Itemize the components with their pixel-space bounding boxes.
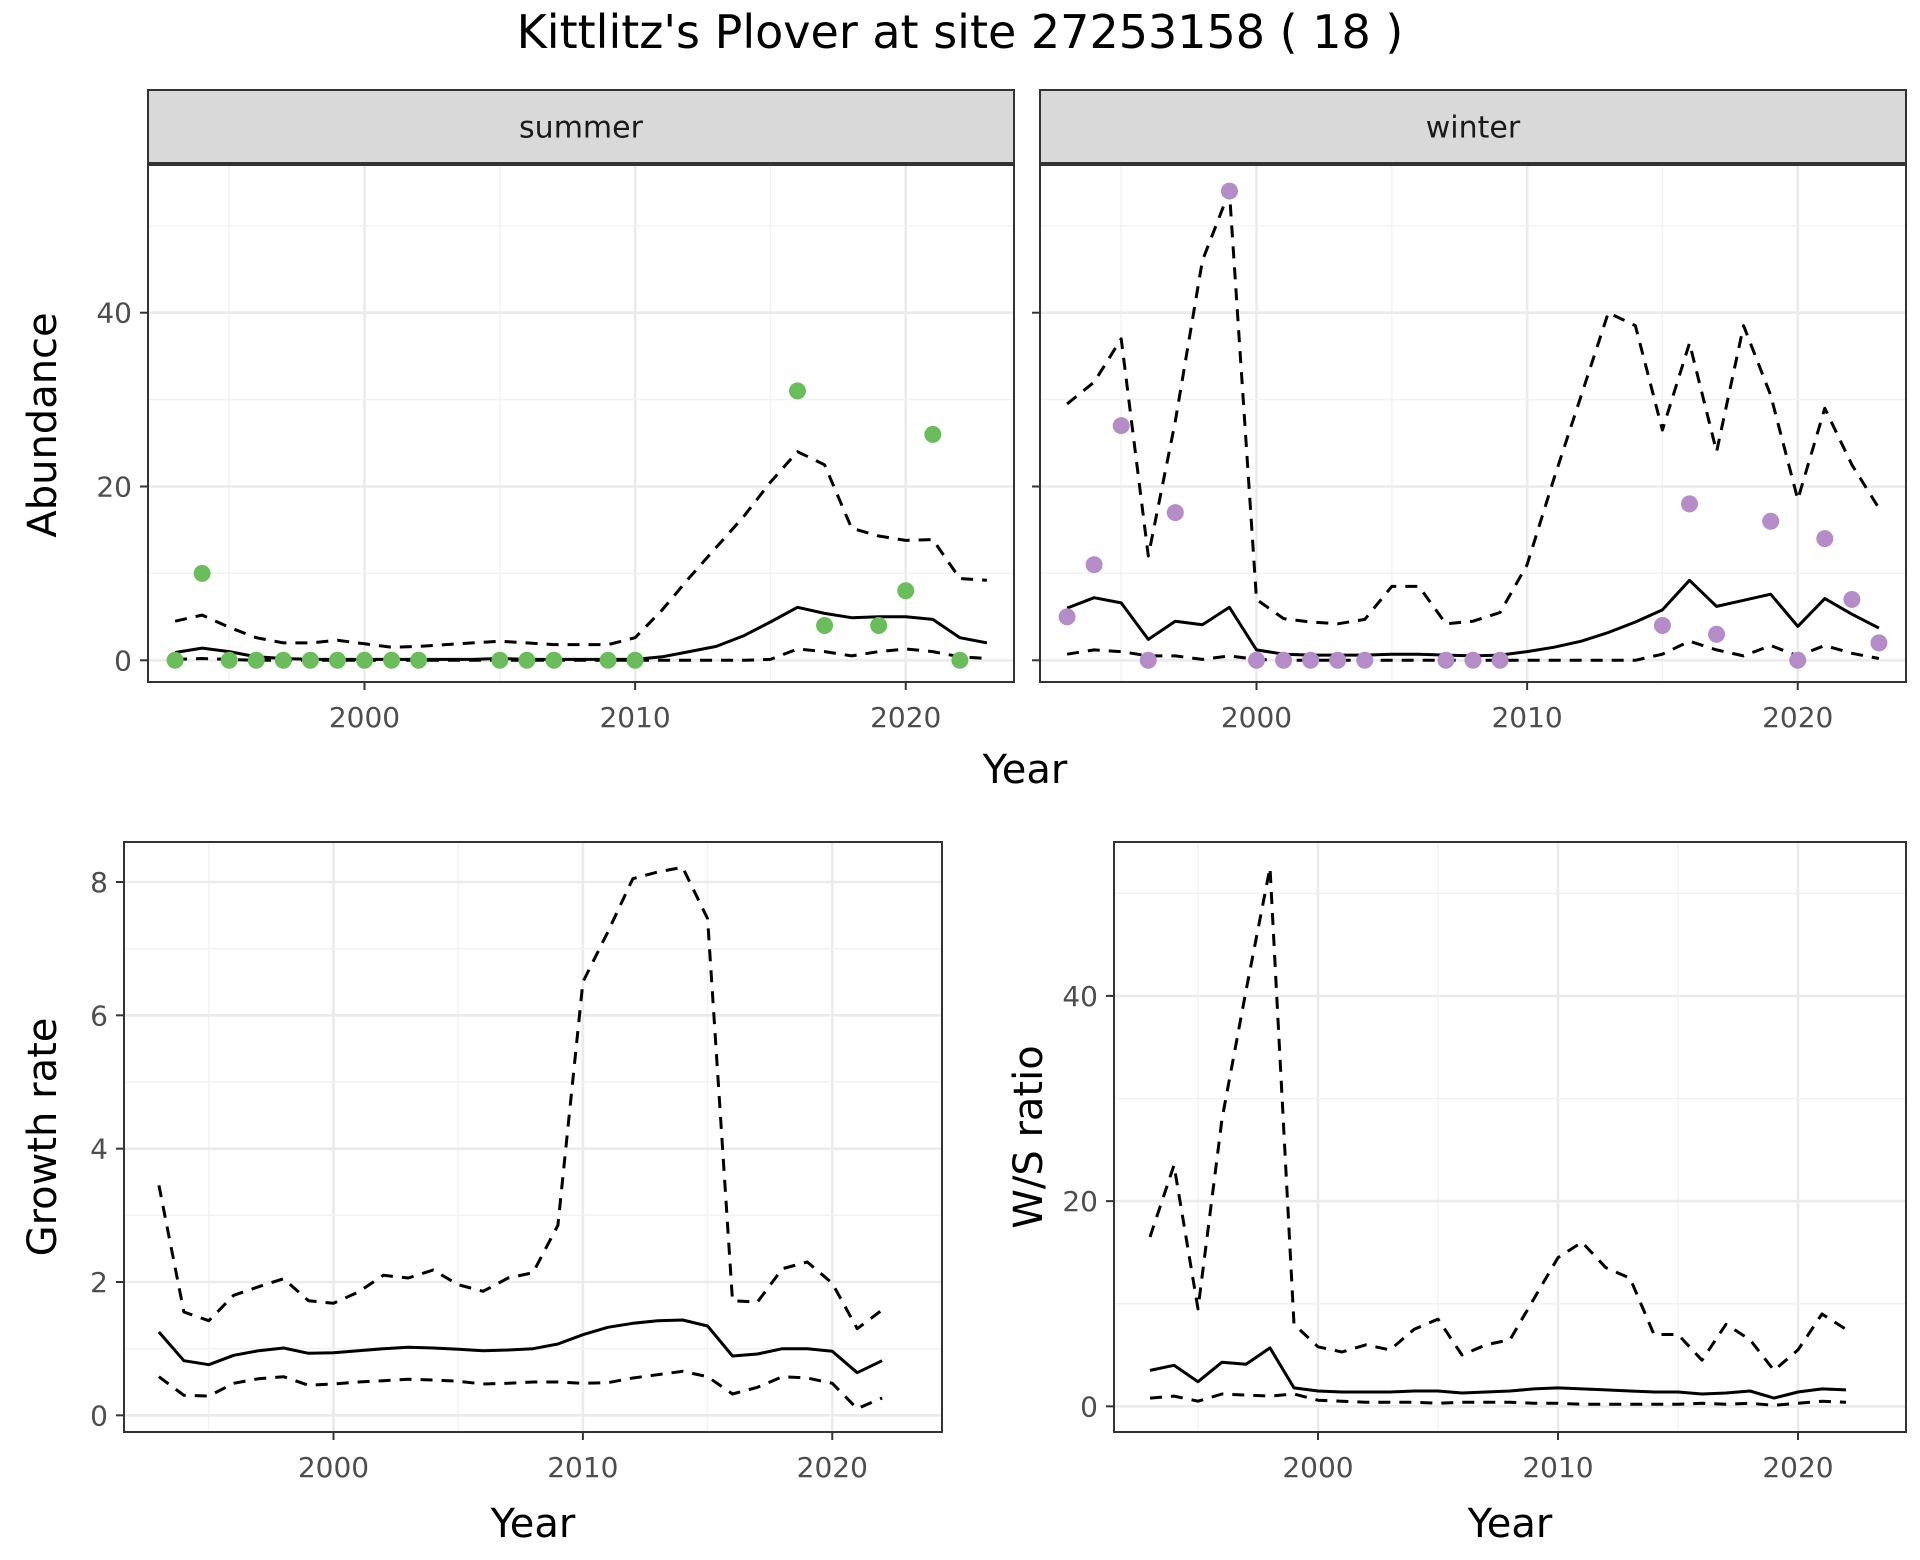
- data-point: [1437, 651, 1455, 669]
- data-point: [789, 382, 806, 400]
- data-point: [1220, 182, 1238, 200]
- panel-growth: 2000 2010 2020 0 2 4 6 8 Growth rate Year: [20, 841, 943, 1547]
- data-point: [1139, 651, 1157, 669]
- data-point: [1681, 495, 1698, 513]
- series-line-upper: [1148, 866, 1847, 1372]
- data-point: [1789, 651, 1807, 669]
- data-point: [383, 651, 401, 669]
- data-point: [1058, 608, 1076, 626]
- x-tick-label: 2000: [329, 701, 400, 734]
- y-tick-label: 20: [1062, 1185, 1098, 1218]
- x-tick-label: 2020: [1762, 701, 1833, 734]
- y-tick-label: 0: [114, 644, 132, 677]
- panel-ratio: 2000 2010 2020 0 20 40 W/S ratio Year: [1006, 841, 1907, 1547]
- facet-strip: [147, 89, 1015, 164]
- data-point: [301, 651, 319, 669]
- series-line-mean: [157, 1318, 883, 1375]
- y-axis-title: Abundance: [20, 312, 66, 537]
- series-line-lower: [1149, 1392, 1847, 1407]
- panel-border: [1113, 841, 1907, 1433]
- data-point: [816, 617, 834, 635]
- data-point: [1816, 530, 1834, 548]
- y-tick-label: 40: [96, 297, 132, 330]
- y-tick-label: 4: [90, 1133, 108, 1166]
- data-point: [626, 651, 644, 669]
- panel-winter: winter 2000 2010 2020: [1032, 89, 1907, 734]
- x-tick-label: 2020: [870, 701, 941, 734]
- y-tick-label: 6: [90, 999, 108, 1032]
- panel-summer: summer 2000 2010 2020 0 20 40 Abundance: [20, 89, 1015, 734]
- data-point: [1870, 634, 1888, 652]
- data-point: [274, 651, 292, 669]
- facet-strip: [1039, 89, 1907, 164]
- data-point: [328, 651, 346, 669]
- data-point: [1329, 651, 1347, 669]
- series-line-lower: [158, 1369, 883, 1411]
- data-point: [220, 651, 238, 669]
- data-point: [193, 564, 211, 582]
- facet-label: summer: [519, 111, 644, 146]
- series-line-mean: [1066, 578, 1880, 658]
- data-point: [1356, 651, 1374, 669]
- x-tick-label: 2000: [1221, 701, 1292, 734]
- series-line-mean: [174, 605, 988, 661]
- chart-title: Kittlitz's Plover at site 27253158 ( 18 …: [517, 5, 1404, 59]
- data-point: [1302, 651, 1320, 669]
- data-point: [1248, 651, 1265, 669]
- series-line-upper: [157, 865, 884, 1331]
- x-tick-label: 2000: [298, 1451, 369, 1484]
- x-tick-label: 2010: [1522, 1451, 1593, 1484]
- x-tick-label: 2020: [797, 1451, 868, 1484]
- data-point: [1653, 617, 1671, 635]
- y-tick-label: 0: [90, 1399, 108, 1432]
- series-line-mean: [1149, 1346, 1847, 1400]
- data-point: [1112, 417, 1130, 435]
- data-point: [166, 651, 184, 669]
- data-point: [1166, 504, 1184, 522]
- panel-border: [147, 164, 1015, 683]
- y-tick-label: 2: [90, 1266, 108, 1299]
- data-point: [924, 425, 942, 443]
- data-point: [545, 651, 563, 669]
- data-point: [951, 651, 969, 669]
- facet-label: winter: [1426, 111, 1521, 146]
- y-tick-label: 0: [1080, 1390, 1098, 1423]
- data-point: [1491, 651, 1509, 669]
- x-tick-label: 2010: [1491, 701, 1562, 734]
- y-axis-title: Growth rate: [20, 1018, 66, 1257]
- data-point: [410, 651, 428, 669]
- data-point: [870, 617, 888, 635]
- data-point: [491, 651, 509, 669]
- data-point: [897, 582, 915, 600]
- data-point: [356, 651, 373, 669]
- x-tick-label: 2020: [1762, 1451, 1833, 1484]
- x-tick-label: 2010: [547, 1451, 618, 1484]
- top-x-axis-title: Year: [982, 747, 1068, 793]
- x-axis-title: Year: [1467, 1501, 1553, 1547]
- data-point: [1464, 651, 1482, 669]
- data-point: [518, 651, 536, 669]
- y-tick-label: 20: [96, 470, 132, 503]
- panel-border: [1039, 164, 1907, 683]
- y-tick-label: 8: [90, 866, 108, 899]
- series-line-upper: [1066, 189, 1881, 626]
- data-point: [247, 651, 265, 669]
- x-tick-label: 2000: [1282, 1451, 1353, 1484]
- x-axis-title: Year: [490, 1501, 576, 1547]
- data-point: [1085, 556, 1103, 574]
- y-tick-label: 40: [1062, 980, 1098, 1013]
- data-point: [1762, 512, 1780, 530]
- y-axis-title: W/S ratio: [1006, 1045, 1052, 1228]
- data-point: [599, 651, 617, 669]
- panel-border: [123, 841, 943, 1433]
- x-tick-label: 2010: [599, 701, 670, 734]
- data-point: [1708, 625, 1726, 643]
- data-point: [1275, 651, 1293, 669]
- data-point: [1843, 590, 1861, 608]
